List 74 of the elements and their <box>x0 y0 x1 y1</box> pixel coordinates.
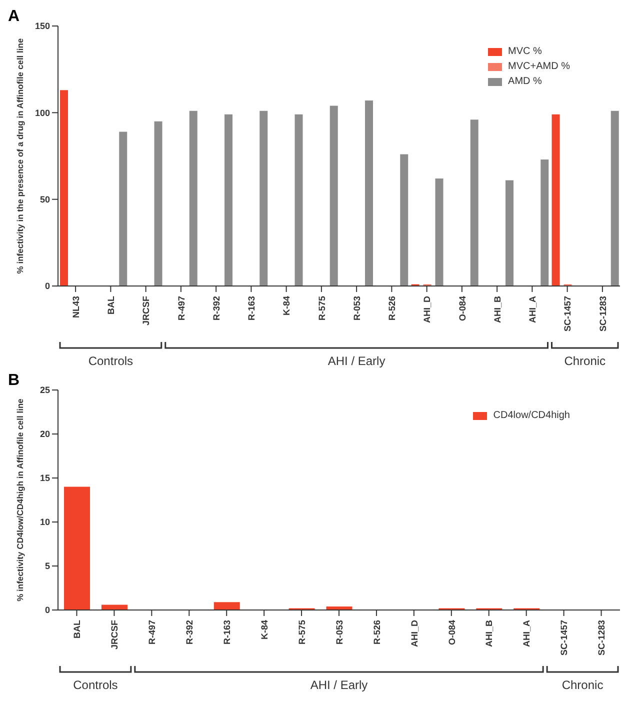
y-tick-label: 20 <box>40 429 50 440</box>
y-tick-label: 150 <box>34 21 50 32</box>
x-tick-label: R-497 <box>176 296 186 321</box>
y-tick-label: 15 <box>40 473 50 484</box>
x-tick-label: R-163 <box>246 296 257 321</box>
bar <box>260 110 268 286</box>
bar <box>60 90 68 286</box>
legend-label: CD4low/CD4high <box>493 409 570 423</box>
x-tick-label: O-084 <box>446 620 457 646</box>
x-tick-label: R-392 <box>211 296 222 321</box>
x-tick-label: K-84 <box>259 620 270 640</box>
y-axis-title: % infectivity in the presence of a drug in Affinofile cell line <box>15 38 26 274</box>
x-tick-label: R-392 <box>184 620 195 645</box>
x-tick-label: R-575 <box>296 620 307 645</box>
bar <box>101 604 128 610</box>
bar <box>294 114 303 286</box>
bar <box>540 159 549 286</box>
legend-label: AMD % <box>508 75 542 89</box>
x-tick-label: R-053 <box>334 620 344 645</box>
x-tick-label: SC-1457 <box>559 620 570 656</box>
bar <box>552 114 560 286</box>
bar <box>470 120 478 286</box>
bar <box>64 486 90 610</box>
y-axis-title: % infectivity CD4low/CD4high in Affinofile cell line <box>15 398 26 602</box>
bar <box>154 121 162 286</box>
x-tick-label: BAL <box>106 296 116 314</box>
y-tick-label: 5 <box>44 561 50 572</box>
y-tick-label: 0 <box>44 281 50 292</box>
chart-title: B <box>8 372 20 390</box>
x-tick-label: R-526 <box>372 620 382 645</box>
x-tick-label: K-84 <box>282 296 292 316</box>
y-tick-label: 100 <box>34 108 50 118</box>
x-tick-label: AHI_B <box>484 620 494 648</box>
bar <box>189 110 198 286</box>
x-tick-label: R-575 <box>316 296 327 321</box>
x-tick-label: SC-1283 <box>598 296 608 332</box>
bar <box>330 106 338 286</box>
bar <box>400 154 408 286</box>
x-tick-label: SC-1457 <box>562 296 573 332</box>
x-tick-label: R-163 <box>222 620 232 645</box>
text: Chronic <box>562 678 604 692</box>
x-tick-label: AHI_A <box>522 620 532 648</box>
text: Controls <box>73 678 118 692</box>
bar <box>214 602 240 610</box>
bar <box>365 100 373 286</box>
x-tick-label: AHI_D <box>409 620 420 648</box>
x-tick-label: JRCSF <box>141 296 152 326</box>
chart-title: A <box>8 8 20 26</box>
y-tick-label: 10 <box>40 517 50 528</box>
bar <box>119 132 128 286</box>
x-tick-label: BAL <box>72 620 82 638</box>
x-tick-label: R-497 <box>147 620 158 645</box>
text: Chronic <box>564 354 606 368</box>
bar <box>224 114 232 286</box>
y-tick-label: 0 <box>44 605 50 616</box>
bar <box>506 180 514 286</box>
y-tick-label: 25 <box>40 385 50 396</box>
x-tick-label: SC-1283 <box>596 620 607 656</box>
x-tick-label: JRCSF <box>110 620 120 650</box>
x-tick-label: NL43 <box>70 296 81 318</box>
x-tick-label: AHI_A <box>528 296 538 324</box>
y-tick-label: 50 <box>40 194 50 205</box>
x-tick-label: AHI_D <box>422 296 432 324</box>
legend-label: MVC % <box>508 45 542 59</box>
x-tick-label: R-053 <box>352 296 362 321</box>
legend-label: MVC+AMD % <box>508 60 570 74</box>
x-tick-label: O-084 <box>457 296 468 322</box>
text: AHI / Early <box>310 678 368 692</box>
bar <box>610 110 619 286</box>
bar <box>435 178 444 286</box>
x-tick-label: R-526 <box>387 296 398 321</box>
text: Controls <box>88 354 134 368</box>
text: AHI / Early <box>328 354 386 368</box>
x-tick-label: AHI_B <box>492 296 502 324</box>
